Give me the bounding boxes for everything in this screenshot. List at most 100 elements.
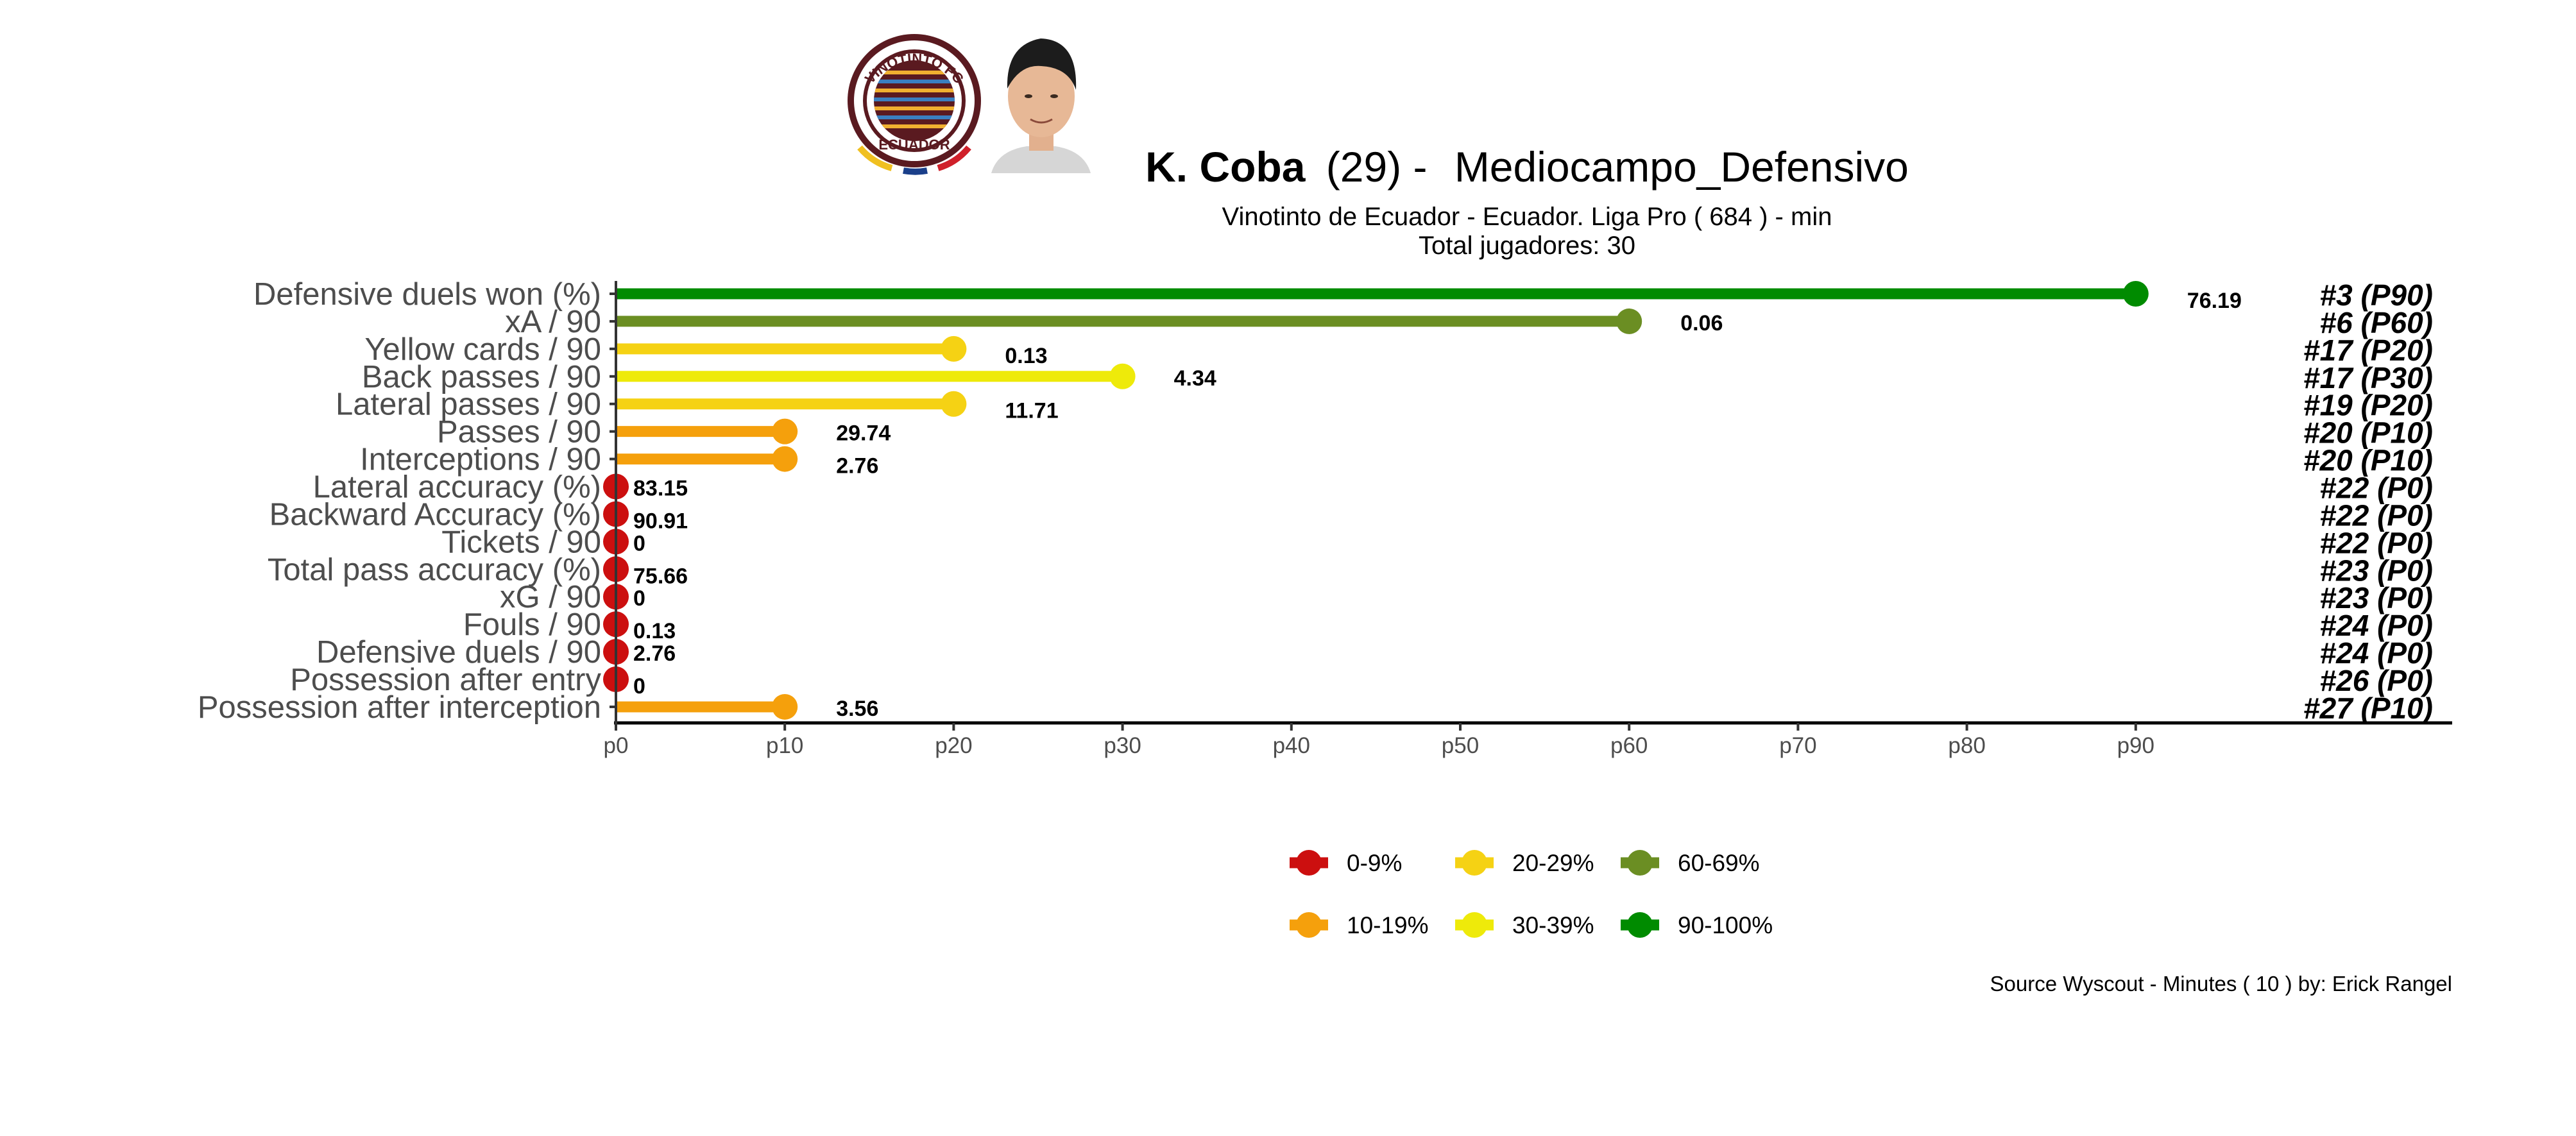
x-tick-label: p80 [1948,733,1985,758]
metric-row: xA / 90 0.06 #6 (P60) [505,305,2433,339]
lollipop-point [941,335,967,362]
x-tick-label: p10 [766,733,803,758]
legend-label: 60-69% [1678,850,1760,876]
metric-row: Defensive duels / 90 2.76 #24 (P0) [316,635,2433,670]
value-label: 4.34 [1174,366,1216,391]
player-position: Mediocampo_Defensivo [1454,143,1909,191]
value-label: 0.13 [1005,344,1047,368]
lollipop-point [772,446,798,472]
metric-row: Defensive duels won (%) 76.19 #3 (P90) [253,277,2433,313]
lollipop-point [772,418,798,445]
rank-label: #20 (P10) [2303,444,2433,477]
value-label: 0 [633,586,645,611]
chart-subtitle-line2: Total jugadores: 30 [1419,232,1635,260]
chart-title: K. Coba (29) - Mediocampo_Defensivo [1145,143,1909,191]
rank-label: #22 (P0) [2320,526,2433,559]
value-label: 3.56 [836,697,878,721]
rank-label: #23 (P0) [2320,581,2433,615]
player-age: (29) - [1326,143,1428,191]
chart-rows: Defensive duels won (%) 76.19 #3 (P90)xA /… [198,277,2433,725]
player-name: K. Coba [1145,143,1306,191]
metric-label: Yellow cards / 90 [364,332,601,367]
legend-item: 10-19% [1290,912,1429,938]
legend-label: 30-39% [1512,912,1594,938]
value-label: 0.06 [1680,311,1723,335]
x-tick-label: p90 [2117,733,2154,758]
legend-item: 0-9% [1290,850,1402,876]
value-label: 11.71 [1005,399,1058,423]
lollipop-point [941,391,967,417]
x-tick-label: p50 [1442,733,1479,758]
metric-row: Back passes / 90 4.34 #17 (P30) [362,360,2433,394]
lollipop-point [1109,363,1136,389]
source-note: Source Wyscout - Minutes ( 10 ) by: Eric… [1990,972,2452,996]
chart-subtitle-line1: Vinotinto de Ecuador - Ecuador. Liga Pro… [1222,203,1832,231]
legend-key-point [1296,850,1322,876]
value-label: 75.66 [633,564,688,588]
club-logo-text-bottom: ECUADOR [878,137,950,153]
metric-label: xG / 90 [500,580,601,615]
rank-label: #22 (P0) [2320,471,2433,505]
x-tick-label: p20 [935,733,972,758]
metric-row: Total pass accuracy (%) 75.66 #23 (P0) [268,552,2433,588]
rank-label: #24 (P0) [2320,609,2433,642]
lollipop-point [772,693,798,720]
legend-label: 90-100% [1678,912,1773,938]
x-tick-label: p70 [1779,733,1816,758]
metric-label: Tickets / 90 [441,525,601,559]
chart-header: K. Coba (29) - Mediocampo_Defensivo Vino… [1145,143,1909,260]
legend-key-point [1462,850,1487,876]
x-tick-label: p60 [1610,733,1648,758]
metric-label: Interceptions / 90 [360,443,601,477]
metric-row: Possession after entry 0 #26 (P0) [290,663,2433,699]
metric-row: Interceptions / 90 2.76 #20 (P10) [360,443,2433,479]
metric-row: xG / 90 0 #23 (P0) [500,580,2433,615]
metric-label: Defensive duels / 90 [316,635,601,670]
metric-label: Passes / 90 [437,415,601,450]
x-tick-label: p30 [1104,733,1141,758]
metric-row: Passes / 90 29.74 #20 (P10) [437,415,2433,450]
club-logo: VINOTINTO FC ECUADOR [848,34,981,175]
x-axis: p0 p10 p20 p30 p40 p50 p60 p70 p80 p90 [604,281,2452,758]
rank-label: #27 (P10) [2303,691,2433,725]
lollipop-point [2122,281,2149,307]
rank-label: #6 (P60) [2320,306,2433,339]
legend-label: 20-29% [1512,850,1594,876]
legend: 0-9% 20-29% 60-69% 10-19% 30-39% 90-100% [1290,850,1773,938]
metric-label: Possession after interception [198,690,601,725]
rank-label: #20 (P10) [2303,416,2433,450]
legend-label: 0-9% [1347,850,1402,876]
x-tick-label: p0 [604,733,629,758]
value-label: 0 [633,531,645,555]
value-label: 90.91 [633,509,688,533]
legend-key-point [1462,912,1487,938]
value-label: 29.74 [836,421,891,446]
player-photo [991,38,1091,173]
legend-key-point [1627,912,1653,938]
metric-label: Lateral passes / 90 [336,387,601,422]
metric-label: Backward Accuracy (%) [269,497,601,532]
x-tick-label: p40 [1273,733,1310,758]
rank-label: #26 (P0) [2320,664,2433,697]
metric-row: Backward Accuracy (%) 90.91 #22 (P0) [269,497,2433,533]
metric-row: Yellow cards / 90 0.13 #17 (P20) [364,332,2433,368]
legend-item: 20-29% [1455,850,1594,876]
value-label: 2.76 [836,454,878,479]
legend-item: 30-39% [1455,912,1594,938]
rank-label: #23 (P0) [2320,554,2433,587]
value-label: 2.76 [633,641,676,666]
value-label: 0.13 [633,619,676,643]
metric-label: Defensive duels won (%) [253,277,601,312]
metric-row: Lateral accuracy (%) 83.15 #22 (P0) [313,470,2433,505]
legend-item: 60-69% [1621,850,1760,876]
legend-label: 10-19% [1347,912,1429,938]
rank-label: #19 (P20) [2303,389,2433,422]
metric-label: Fouls / 90 [463,607,601,642]
rank-label: #3 (P90) [2320,278,2433,312]
legend-key-point [1296,912,1322,938]
metric-label: Back passes / 90 [362,360,601,394]
metric-row: Tickets / 90 0 #22 (P0) [441,525,2433,559]
metric-row: Fouls / 90 0.13 #24 (P0) [463,607,2433,643]
legend-key-point [1627,850,1653,876]
